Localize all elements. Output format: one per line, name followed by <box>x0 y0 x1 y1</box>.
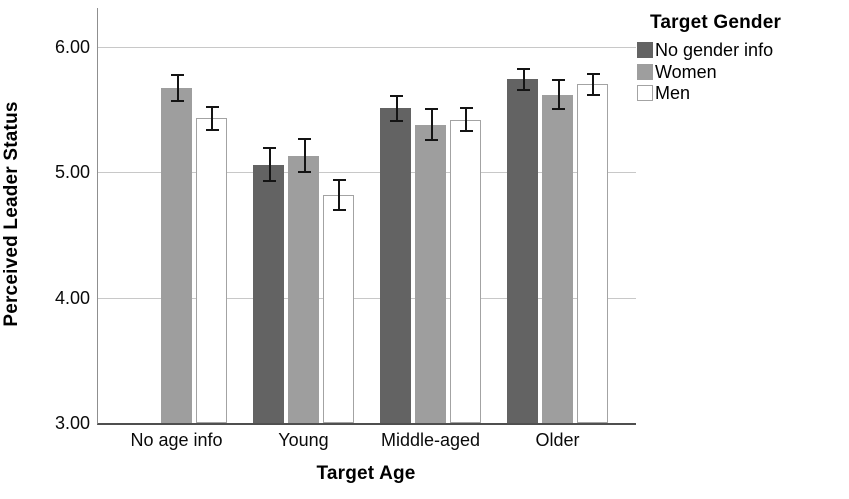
error-bar-line <box>268 147 271 183</box>
error-bar <box>552 79 565 110</box>
legend-item: Men <box>637 83 781 103</box>
gridline <box>98 172 636 174</box>
x-tick-label: No age info <box>130 430 223 450</box>
error-bar-cap-top <box>425 108 438 111</box>
error-bar <box>205 105 219 131</box>
legend-swatch <box>637 85 653 101</box>
error-bar <box>390 94 404 123</box>
error-bar-line <box>303 138 306 174</box>
error-bar <box>263 147 277 183</box>
x-tick-label: Middle-aged <box>380 430 481 450</box>
plot-area <box>97 8 636 425</box>
error-bar-line <box>465 107 468 133</box>
error-bar-cap-bottom <box>586 93 600 96</box>
bar-men <box>322 194 354 423</box>
bar-no-gender-info <box>380 108 412 423</box>
bar-men <box>449 119 481 423</box>
y-tick-label: 4.00 <box>54 287 90 308</box>
legend-item: No gender info <box>637 40 781 60</box>
error-bar <box>332 178 346 212</box>
legend-item-label: No gender info <box>655 40 774 60</box>
error-bar-cap-bottom <box>298 171 311 174</box>
x-tick-label: Young <box>278 430 329 450</box>
x-axis-title: Target Age <box>316 463 416 484</box>
error-bar <box>586 73 600 96</box>
error-bar-cap-bottom <box>517 88 531 91</box>
bar-women <box>288 155 319 423</box>
x-tick-label: Older <box>535 430 580 450</box>
bar-women <box>161 88 192 423</box>
error-bar-line <box>176 74 179 103</box>
error-bar <box>517 68 531 91</box>
error-bar-line <box>338 178 341 212</box>
error-bar-cap-top <box>171 74 184 77</box>
gridline <box>98 297 636 299</box>
error-bar-cap-top <box>263 147 277 150</box>
bar-no-gender-info <box>507 79 539 423</box>
bar-women <box>415 124 446 423</box>
error-bar <box>298 138 311 174</box>
bar-men <box>576 84 608 423</box>
error-bar-cap-top <box>517 68 531 71</box>
legend-items: No gender info Women Men <box>637 40 781 103</box>
gridline <box>98 46 636 48</box>
error-bar-cap-bottom <box>390 120 404 123</box>
bar-women <box>542 94 573 423</box>
y-axis-title: Perceived Leader Status <box>1 101 22 327</box>
y-tick-label: 3.00 <box>54 413 90 433</box>
error-bar-cap-top <box>390 94 404 97</box>
error-bar-cap-bottom <box>552 107 565 110</box>
error-bar-cap-top <box>552 79 565 82</box>
legend-item: Women <box>637 61 781 82</box>
error-bar-line <box>395 94 398 123</box>
error-bar-cap-bottom <box>332 209 346 212</box>
legend-swatch <box>637 42 653 58</box>
error-bar-line <box>592 73 595 96</box>
legend-title: Target Gender <box>650 12 782 33</box>
error-bar <box>425 108 438 141</box>
legend: Target Gender No gender info Women Men <box>637 12 781 107</box>
y-tick-label: 6.00 <box>54 36 90 57</box>
bar-no-gender-info <box>253 164 285 423</box>
error-bar-cap-bottom <box>171 100 184 103</box>
error-bar <box>171 74 184 103</box>
bar-men <box>195 118 227 423</box>
legend-item-label: Men <box>655 83 691 103</box>
error-bar-line <box>211 105 214 131</box>
error-bar <box>459 107 473 133</box>
error-bar-cap-bottom <box>459 130 473 133</box>
error-bar-cap-bottom <box>425 138 438 141</box>
error-bar-cap-bottom <box>205 128 219 131</box>
error-bar-line <box>522 68 525 91</box>
error-bar-cap-top <box>459 107 473 110</box>
error-bar-line <box>430 108 433 141</box>
legend-item-label: Women <box>655 61 717 82</box>
error-bar-cap-top <box>298 138 311 141</box>
error-bar-cap-top <box>205 105 219 108</box>
error-bar-line <box>557 79 560 110</box>
error-bar-cap-top <box>586 73 600 76</box>
legend-swatch <box>637 63 653 80</box>
error-bar-cap-top <box>332 178 346 181</box>
y-tick-label: 5.00 <box>54 162 90 183</box>
error-bar-cap-bottom <box>263 180 277 183</box>
